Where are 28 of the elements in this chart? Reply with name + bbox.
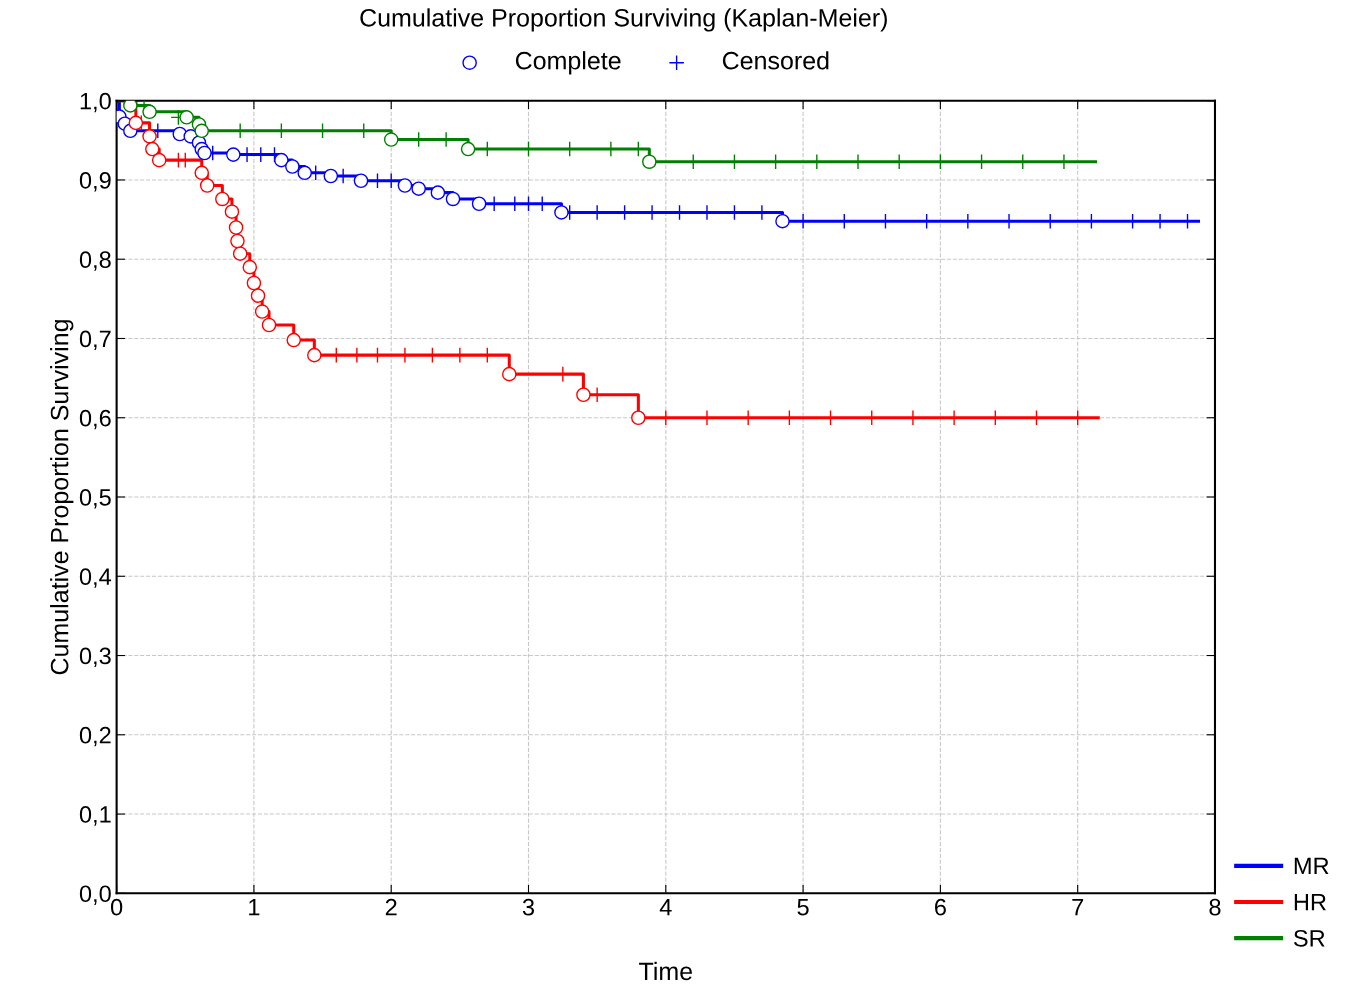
x-tick-label: 3 [522, 898, 535, 916]
legend-label: Complete [515, 51, 621, 75]
legend-label: HR [1294, 894, 1326, 911]
x-tick-label: 8 [1209, 898, 1221, 916]
x-axis-title: Time [639, 961, 692, 981]
legend-label: SR [1293, 929, 1325, 947]
x-tick-label: 1 [249, 899, 260, 916]
y-tick-label: 0,4 [79, 568, 112, 588]
y-tick-label: 0,3 [79, 647, 111, 668]
x-tick-label: 2 [385, 898, 397, 916]
y-tick-label: 0,7 [79, 330, 111, 351]
chart-title: Cumulative Proportion Surviving (Kaplan-Meier) [360, 8, 887, 32]
y-tick-label: 1,0 [80, 92, 111, 113]
x-tick-label: 7 [1072, 899, 1084, 916]
x-tick-label: 6 [935, 898, 946, 916]
x-tick-label: 5 [797, 899, 809, 916]
legend-label: MR [1294, 857, 1329, 875]
y-tick-label: 0,9 [79, 172, 111, 192]
y-tick-label: 0,6 [79, 409, 111, 430]
y-tick-label: 0,1 [79, 806, 111, 826]
legend-label: Censored [722, 51, 829, 70]
y-tick-label: 0,2 [79, 726, 111, 747]
x-tick-label: 0 [110, 898, 123, 916]
y-axis-title: Cumulative Proportion Surviving [50, 320, 74, 675]
x-tick-label: 4 [659, 899, 672, 916]
y-tick-label: 0,8 [79, 251, 111, 271]
y-tick-label: 0,5 [79, 489, 111, 509]
y-tick-label: 0,0 [79, 885, 111, 905]
